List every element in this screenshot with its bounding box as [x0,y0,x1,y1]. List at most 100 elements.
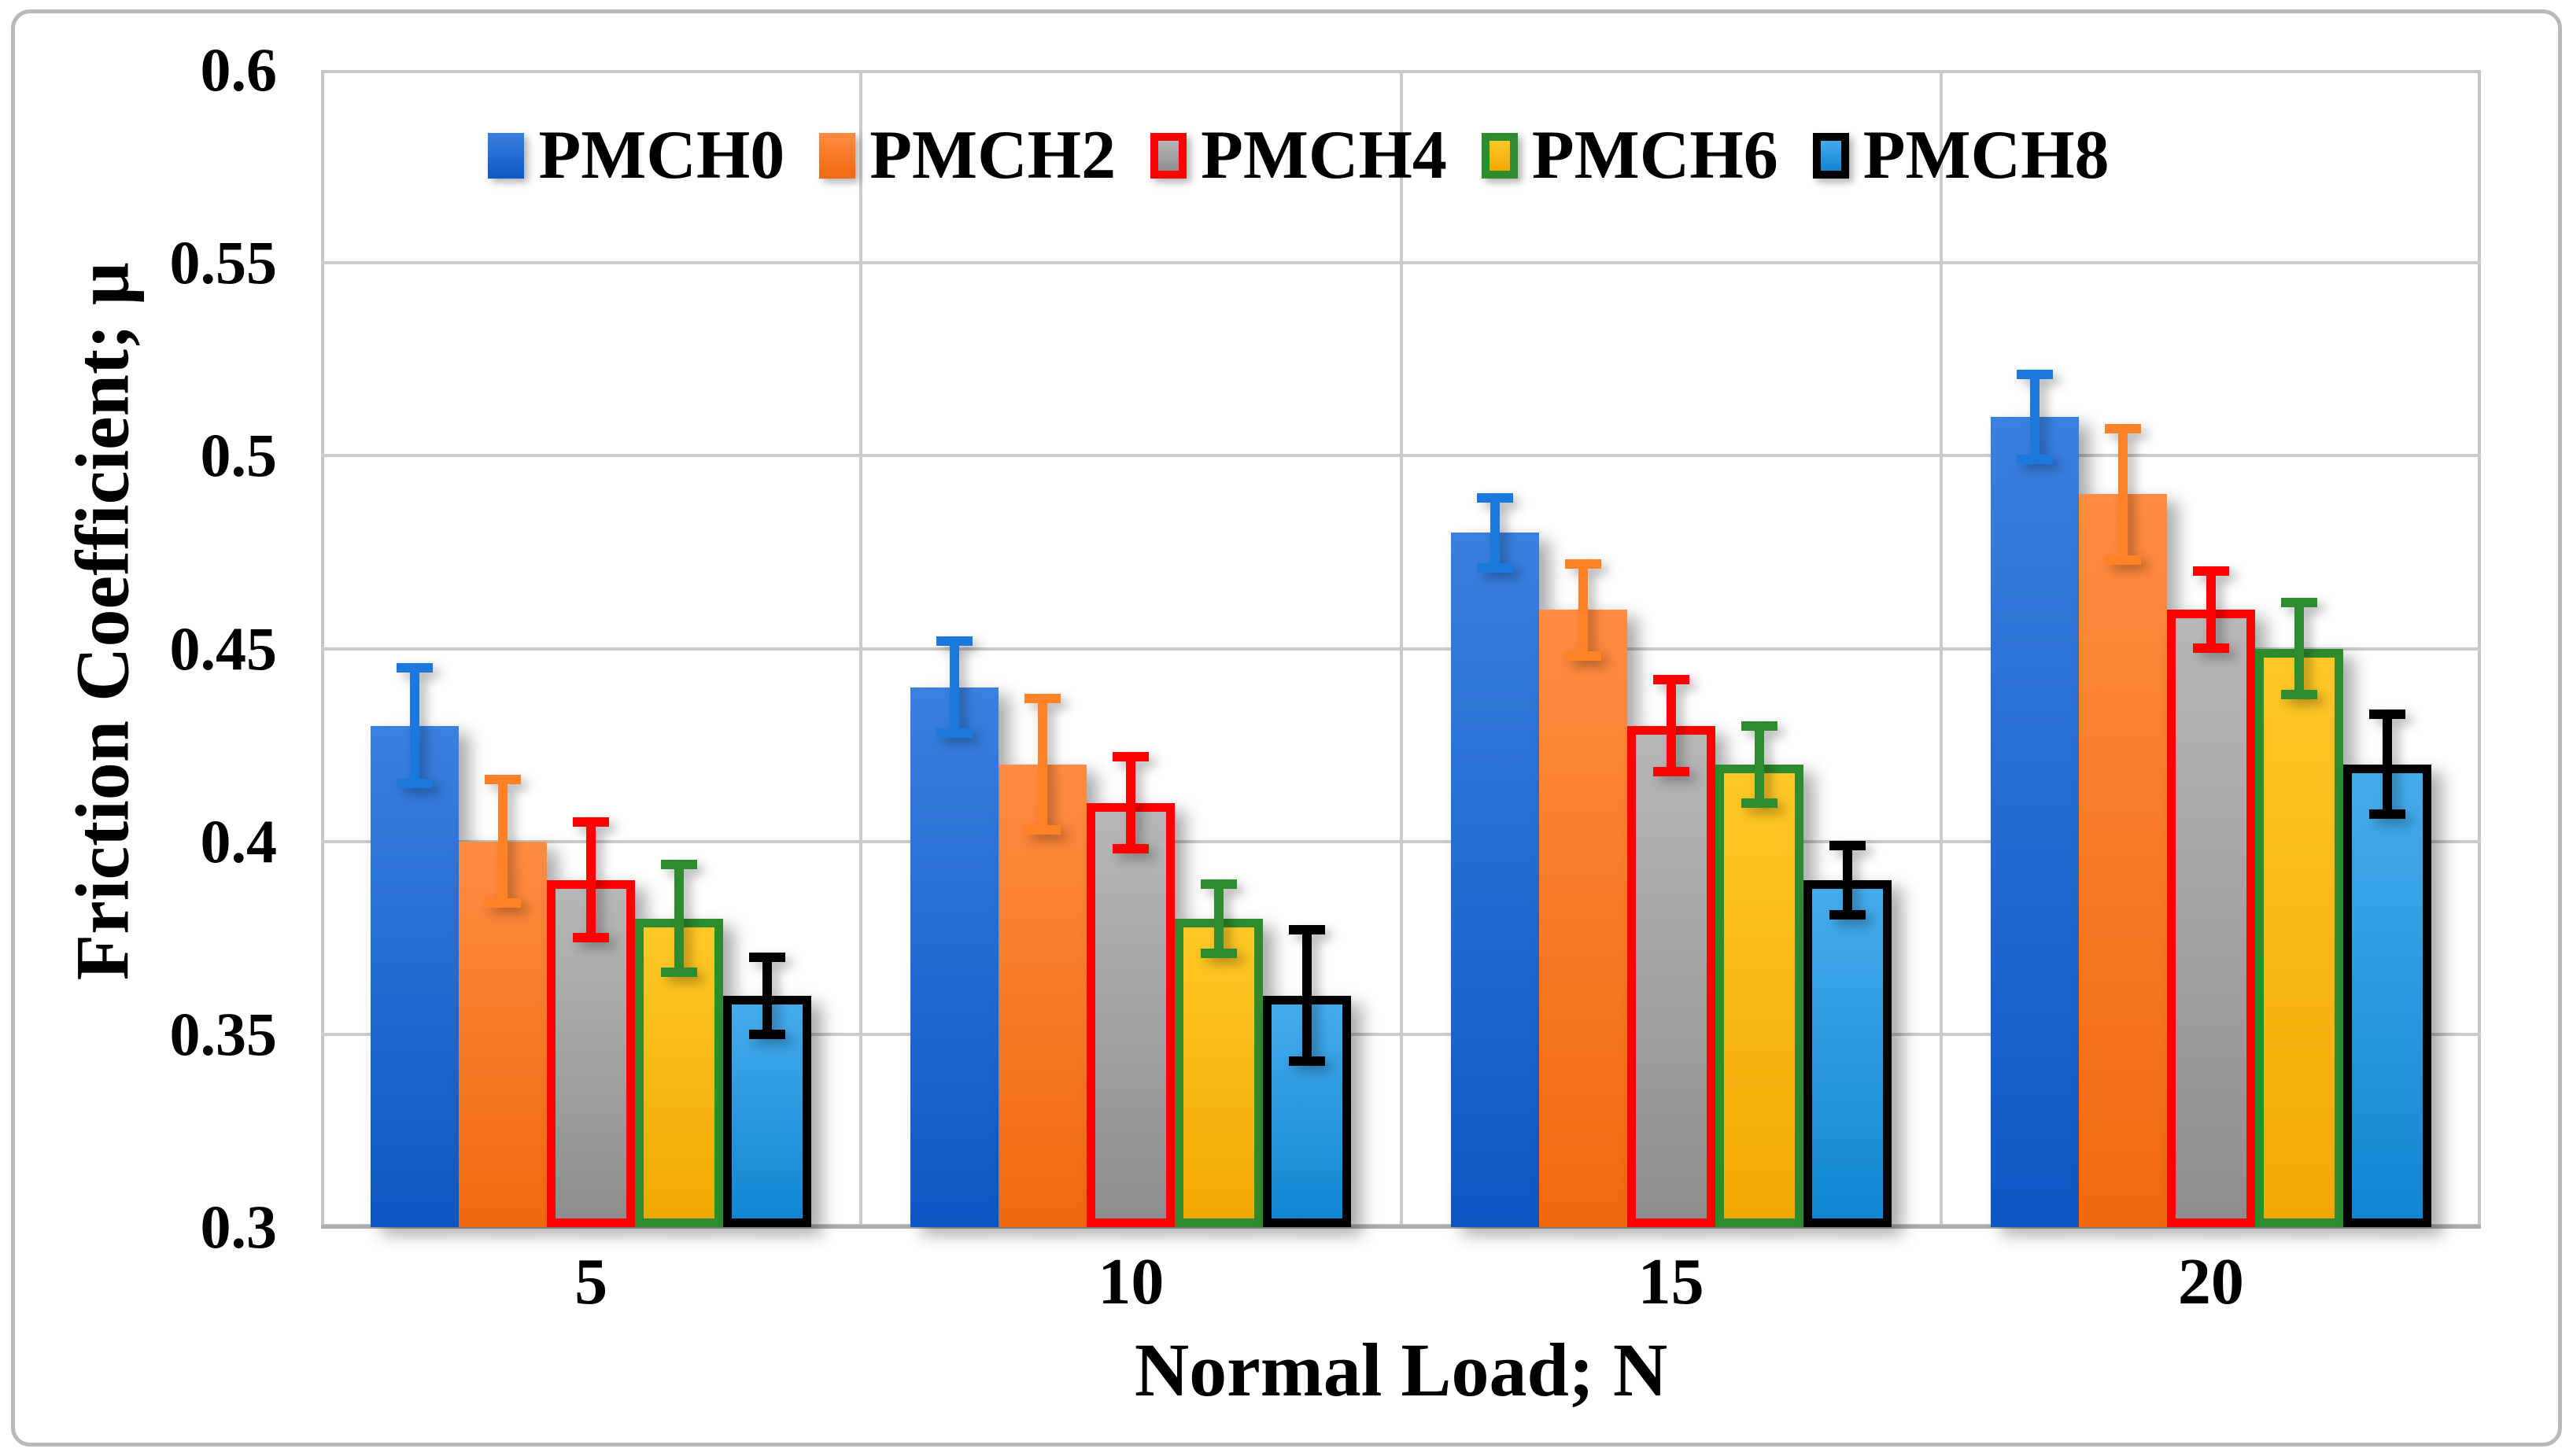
vertical-gridline [859,70,863,1227]
error-bar-line [1302,930,1312,1062]
error-bar-top-cap [936,636,973,646]
error-bar-bottom-cap [573,933,610,943]
legend-label-pmch0: PMCH0 [538,117,785,194]
legend-swatch-pmch4 [1150,133,1187,179]
error-bar-pmch0-load-10 [936,636,973,739]
error-bar-line [1214,883,1224,953]
error-bar-top-cap [397,663,434,673]
error-bar-bottom-cap [1024,824,1061,835]
error-bar-bottom-cap [2104,555,2141,565]
error-bar-pmch8-load-15 [1829,840,1866,920]
legend-item-pmch6: PMCH6 [1481,116,1778,195]
error-bar-top-cap [1289,925,1326,935]
x-axis-title: Normal Load; N [1134,1328,1668,1412]
error-bar-top-cap [2368,709,2405,719]
bar-pmch2-load-15 [1538,610,1627,1227]
bar-pmch2-load-10 [999,764,1087,1227]
y-tick-label-0.4: 0.4 [200,806,278,875]
error-bar-top-cap [2192,566,2229,577]
bar-pmch0-load-10 [910,687,999,1227]
legend-label-pmch4: PMCH4 [1201,117,1447,194]
bar-pmch4-load-15 [1626,725,1715,1227]
error-bar-bottom-cap [1113,844,1150,854]
error-bar-top-cap [1564,558,1601,569]
error-bar-line [2294,602,2304,695]
error-bar-pmch6-load-5 [661,860,698,978]
error-bar-top-cap [573,817,610,828]
legend-label-pmch2: PMCH2 [869,117,1117,194]
error-bar-line [498,780,508,904]
error-bar-line [2117,429,2128,560]
bar-pmch4-load-10 [1087,802,1176,1227]
error-bar-bottom-cap [1564,651,1601,662]
error-bar-bottom-cap [2192,643,2229,654]
legend-item-pmch4: PMCH4 [1150,116,1447,195]
legend-label-pmch8: PMCH8 [1862,117,2110,194]
error-bar-line [410,668,420,784]
error-bar-top-cap [1024,694,1061,704]
y-axis-title: Friction Coefficient; μ [60,262,145,981]
error-bar-bottom-cap [1652,767,1689,777]
bar-pmch8-load-20 [2342,764,2431,1227]
y-tick-label-0.35: 0.35 [169,999,278,1068]
error-bar-line [1754,725,1764,803]
bar-pmch0-load-15 [1450,533,1539,1227]
error-bar-line [2382,713,2392,815]
error-bar-bottom-cap [397,779,434,789]
error-bar-top-cap [485,775,522,785]
error-bar-top-cap [1652,674,1689,684]
y-tick-label-0.6: 0.6 [200,35,278,104]
bar-pmch6-load-10 [1175,918,1264,1227]
legend-item-pmch0: PMCH0 [488,116,784,195]
error-bar-bottom-cap [1741,798,1777,808]
error-bar-pmch8-load-5 [749,952,786,1039]
bar-pmch2-load-20 [2078,494,2167,1227]
bar-pmch8-load-15 [1803,879,1892,1227]
error-bar-pmch2-load-5 [485,775,522,909]
x-axis-line [321,1225,2481,1229]
error-bar-pmch6-load-10 [1201,879,1238,958]
y-tick-label-0.5: 0.5 [200,421,278,490]
legend-item-pmch2: PMCH2 [819,116,1116,195]
error-bar-top-cap [1201,879,1238,889]
error-bar-top-cap [1741,721,1777,731]
x-tick-label-5: 5 [574,1245,608,1318]
legend-swatch-pmch6 [1481,133,1518,179]
vertical-gridline [1939,70,1943,1227]
vertical-gridline [1399,70,1403,1227]
error-bar-line [2206,571,2216,649]
error-bar-bottom-cap [2016,455,2053,465]
error-bar-line [1578,563,1588,657]
error-bar-line [2029,374,2040,460]
error-bar-bottom-cap [2368,809,2405,820]
error-bar-pmch4-load-10 [1113,751,1150,854]
y-tick-label-0.55: 0.55 [169,228,278,297]
error-bar-bottom-cap [2280,690,2317,700]
error-bar-bottom-cap [1476,562,1513,573]
error-bar-bottom-cap [1201,948,1238,958]
error-bar-pmch2-load-10 [1024,694,1061,835]
error-bar-bottom-cap [485,898,522,909]
error-bar-pmch2-load-20 [2104,424,2141,565]
error-bar-pmch4-load-20 [2192,566,2229,654]
error-bar-top-cap [1113,751,1150,761]
error-bar-line [1666,679,1676,772]
error-bar-pmch6-load-20 [2280,597,2317,700]
error-bar-pmch8-load-20 [2368,709,2405,820]
bar-pmch6-load-15 [1715,764,1803,1227]
bar-pmch6-load-20 [2254,648,2343,1227]
error-bar-line [674,864,685,973]
error-bar-bottom-cap [1829,909,1866,920]
x-tick-label-20: 20 [2177,1245,2244,1318]
error-bar-line [1490,498,1500,568]
error-bar-line [1038,699,1048,830]
error-bar-top-cap [2016,370,2053,380]
bar-pmch0-load-20 [1990,417,2079,1227]
bar-pmch4-load-20 [2166,610,2255,1227]
error-bar-pmch0-load-5 [397,663,434,789]
error-bar-top-cap [749,952,786,962]
y-tick-label-0.45: 0.45 [169,614,278,683]
legend-label-pmch6: PMCH6 [1531,117,1778,194]
x-tick-label-15: 15 [1637,1245,1704,1318]
